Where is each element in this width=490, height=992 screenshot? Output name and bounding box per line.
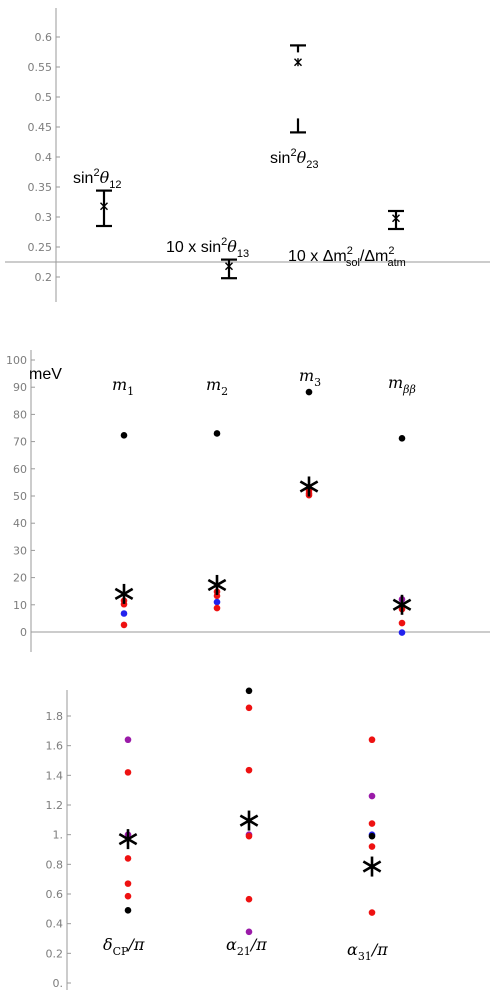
phases-panel: 0. 0.2 0.4 0.6 0.8 1. 1.2 1.4 1.6 1.8 <box>46 687 382 990</box>
p3-best-fit-star-stroke <box>239 814 259 827</box>
p1-y-tick-label: 0.2 <box>35 271 53 284</box>
p1-y-tick-label: 0.3 <box>35 211 53 224</box>
p1-y-tick-label: 0.4 <box>35 151 53 164</box>
p3-data-point <box>368 792 376 800</box>
p2-y-tick-label: 100 <box>6 354 27 367</box>
p2-data-point <box>398 629 406 636</box>
label-sin2-theta12: sin2θ12 <box>73 167 121 191</box>
p1-y-tick-label: 0.55 <box>28 61 53 74</box>
p2-y-tick-label: 40 <box>13 517 27 530</box>
p3-data-point <box>124 736 132 744</box>
p2-data-point <box>213 604 221 612</box>
label-sin2-theta23: sin2θ23 <box>270 147 318 171</box>
label-m2: m2 <box>206 375 228 398</box>
p3-data-point <box>124 769 132 776</box>
p1-central-point <box>294 58 302 67</box>
p3-best-fit-star <box>362 856 382 877</box>
p1-errorbar <box>96 189 112 228</box>
p2-data-point <box>213 592 221 600</box>
p1-central-point <box>392 214 400 223</box>
p3-y-tick-label: 0.2 <box>46 947 64 960</box>
p3-data-point <box>245 687 253 695</box>
p2-best-fit-star <box>392 594 412 615</box>
p1-central-point <box>100 202 108 211</box>
p3-y-tick-label: 0. <box>53 977 64 990</box>
p2-best-fit-star-stroke <box>299 480 319 493</box>
p2-y-tick-label: 30 <box>13 544 27 557</box>
p2-best-fit-star-stroke <box>392 598 412 611</box>
p3-y-tick-label: 1.2 <box>46 799 64 812</box>
p1-y-tick-label: 0.45 <box>28 121 53 134</box>
p1-y-tick-label: 0.25 <box>28 241 53 254</box>
p2-best-fit-star-stroke <box>114 587 134 601</box>
label-m-beta-beta: mββ <box>388 373 416 396</box>
p3-y-tick-label: 1. <box>53 829 64 842</box>
p2-data-point <box>305 388 313 396</box>
label-alpha21: α21/π <box>226 935 267 958</box>
p3-y-tick-label: 0.8 <box>46 858 64 871</box>
p1-y-tick-label: 0.35 <box>28 181 53 194</box>
p1-y-tick-label: 0.6 <box>35 31 53 44</box>
label-alpha31: α31/π <box>347 940 388 963</box>
p3-data-point <box>368 832 376 840</box>
p3-data-point <box>245 832 253 840</box>
p1-y-tick-label: 0.5 <box>35 91 53 104</box>
p2-data-point <box>120 621 128 629</box>
p3-data-point <box>245 928 253 936</box>
p3-best-fit-star-stroke <box>362 860 382 873</box>
p2-best-fit-star-stroke <box>207 578 227 592</box>
p2-best-fit-star <box>299 476 319 497</box>
p3-y-tick-label: 0.4 <box>46 918 64 931</box>
p1-central-point <box>225 262 233 271</box>
label-10x-sin2-theta13: 10 x sin2θ13 <box>166 236 249 260</box>
p2-y-tick-label: 70 <box>13 436 27 449</box>
p3-data-point <box>368 909 376 916</box>
p2-y-tick-label: 10 <box>13 599 27 612</box>
label-m3: m3 <box>299 366 321 389</box>
p2-y-tick-label: 60 <box>13 463 27 476</box>
p3-best-fit-star <box>118 829 138 850</box>
p2-data-point <box>398 619 406 627</box>
p3-data-point <box>245 704 253 712</box>
p1-errorbar <box>388 209 404 231</box>
p3-data-point <box>124 880 132 887</box>
p2-data-point <box>120 610 128 617</box>
p3-data-point <box>368 736 376 744</box>
p1-errorbar <box>221 258 237 280</box>
p3-data-point <box>368 820 376 827</box>
p2-y-tick-label: 20 <box>13 572 27 585</box>
p2-y-tick-label: 50 <box>13 490 27 503</box>
p3-data-point <box>368 843 376 850</box>
p1-errorbar <box>290 44 306 134</box>
p3-y-tick-label: 1.6 <box>46 740 64 753</box>
p2-data-point <box>213 430 221 437</box>
p2-data-point <box>398 435 406 442</box>
p3-y-tick-label: 1.4 <box>46 769 64 782</box>
p2-data-point <box>213 598 221 606</box>
p2-data-point <box>120 600 128 608</box>
p3-best-fit-star-stroke <box>118 832 138 846</box>
p3-data-point <box>124 892 132 900</box>
p2-best-fit-star <box>114 583 134 604</box>
p3-best-fit-star <box>239 810 259 831</box>
label-delta-cp: δCP/π <box>103 935 145 958</box>
p3-data-point <box>124 907 132 914</box>
p3-data-point <box>245 766 253 774</box>
masses-panel: 0 10 20 30 40 50 60 70 80 90 100 <box>6 350 490 652</box>
y-axis-label-mev: meV <box>29 366 62 383</box>
p3-y-tick-label: 1.8 <box>46 710 64 723</box>
p3-data-point <box>245 895 253 903</box>
p2-y-tick-label: 80 <box>13 408 27 421</box>
p2-best-fit-star <box>207 574 227 595</box>
p3-data-point <box>124 855 132 862</box>
p3-y-tick-label: 0.6 <box>46 888 64 901</box>
label-m1: m1 <box>112 375 134 398</box>
p2-data-point <box>120 432 128 439</box>
p2-y-tick-label: 0 <box>20 626 27 639</box>
mixing-parameters-panel: 0.2 0.25 0.3 0.35 0.4 0.45 0.5 0.55 0.6 <box>5 8 490 302</box>
p2-y-tick-label: 90 <box>13 381 27 394</box>
label-mass-ratio: 10 x Δm2 sol/Δm2 atm <box>288 245 406 269</box>
